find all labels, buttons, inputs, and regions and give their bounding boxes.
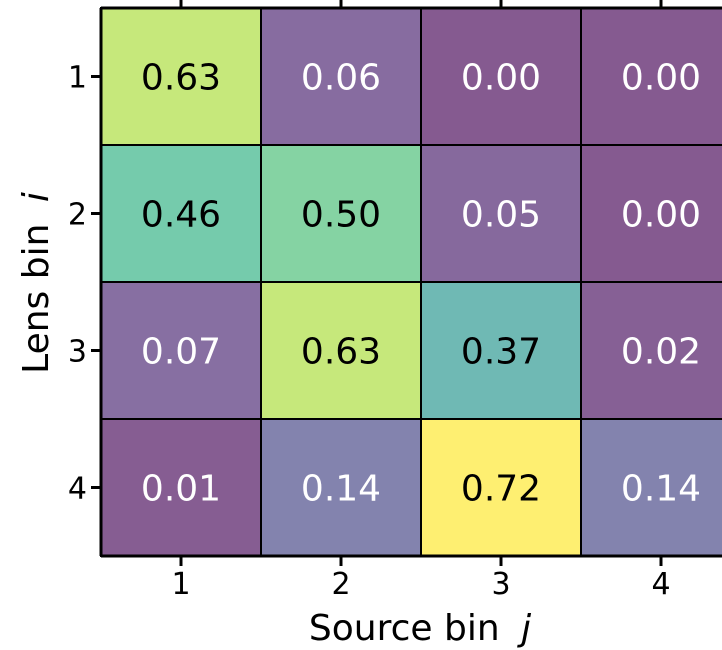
heatmap-cell-3-4: [580, 281, 722, 420]
cell-value-label: 0.50: [301, 195, 381, 236]
heatmap-cell-3-1: [100, 281, 262, 420]
heatmap-cell-1-2: [260, 7, 422, 146]
heatmap-cell-2-4: [580, 144, 722, 283]
heatmap-cell-4-2: [260, 418, 422, 557]
x-axis-label-text: Source bin: [309, 608, 500, 649]
cell-value-label: 0.00: [621, 58, 701, 99]
heatmap-cell-3-2: [260, 281, 422, 420]
cell-value-label: 0.05: [461, 195, 541, 236]
cell-value-label: 0.46: [141, 195, 221, 236]
y-axis-label-var: i: [16, 192, 57, 202]
x-axis-label-var: j: [516, 608, 531, 649]
y-axis-label: Lens bin i: [16, 192, 57, 374]
heatmap-cell-4-1: [100, 418, 262, 557]
cell-value-label: 0.02: [621, 332, 701, 373]
heatmap-cell-1-1: [100, 7, 262, 146]
y-tick-label: 1: [68, 61, 87, 96]
cell-value-label: 0.06: [301, 58, 381, 99]
cell-value-label: 0.00: [461, 58, 541, 99]
cell-value-label: 0.72: [461, 469, 541, 510]
x-tick-label: 1: [171, 567, 190, 602]
heatmap-cells: 0.63 0.06 0.00 0.00 0.46 0.50 0.05 0.00 0.07 0.63…: [100, 7, 722, 557]
cell-value-label: 0.63: [141, 58, 221, 99]
cell-value-label: 0.14: [301, 469, 381, 510]
cell-value-label: 0.00: [621, 195, 701, 236]
y-tick-label: 3: [68, 335, 87, 370]
heatmap-axes: 1 2 3 4 1 2 3 4: [68, 0, 722, 602]
heatmap-cell-2-3: [420, 144, 582, 283]
cell-value-label: 0.14: [621, 469, 701, 510]
cell-value-label: 0.63: [301, 332, 381, 373]
heatmap-cell-4-4: [580, 418, 722, 557]
x-axis-label: Source bin j: [309, 608, 531, 649]
cell-value-label: 0.07: [141, 332, 221, 373]
heatmap-cell-4-3: [420, 418, 582, 557]
x-tick-label: 4: [651, 567, 670, 602]
y-axis-label-text: Lens bin: [16, 224, 57, 374]
x-tick-label: 3: [491, 567, 510, 602]
cell-value-label: 0.01: [141, 469, 221, 510]
y-tick-label: 4: [68, 472, 87, 507]
cell-value-label: 0.37: [461, 332, 541, 373]
heatmap-cell-2-2: [260, 144, 422, 283]
x-tick-label: 2: [331, 567, 350, 602]
y-tick-label: 2: [68, 198, 87, 233]
